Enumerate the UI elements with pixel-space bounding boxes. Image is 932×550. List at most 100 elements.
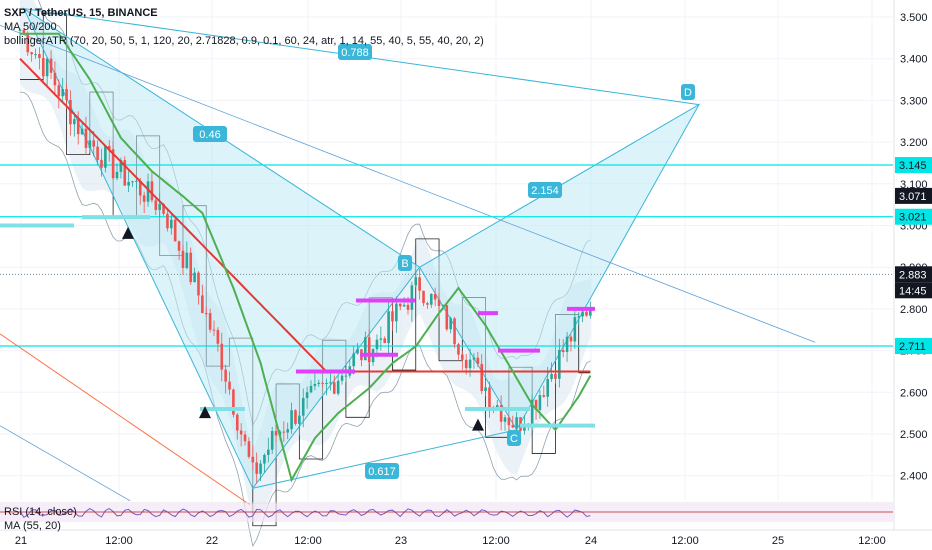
x-tick-label: 12:00 bbox=[105, 535, 133, 547]
ratio-label-text: 0.788 bbox=[341, 47, 369, 59]
candle-body bbox=[445, 305, 449, 330]
candles bbox=[18, 28, 592, 483]
level-price-tag: 2.711 bbox=[895, 338, 932, 355]
candle-body bbox=[344, 375, 348, 377]
point-label-text: B bbox=[401, 258, 408, 270]
candle-body bbox=[96, 146, 99, 160]
candle-body bbox=[305, 392, 309, 399]
candle-body bbox=[154, 200, 158, 210]
candle-body bbox=[38, 54, 41, 58]
signal-triangle bbox=[122, 226, 134, 239]
legend-symbol[interactable]: SXP / TetherUS, 15, BINANCE bbox=[4, 7, 158, 19]
pattern-point-c: C bbox=[507, 430, 521, 446]
candle-body bbox=[379, 338, 383, 340]
candle-body bbox=[232, 389, 235, 415]
point-label-bg bbox=[681, 84, 695, 100]
candle-body bbox=[298, 415, 301, 424]
candle-body bbox=[352, 353, 355, 367]
ratio-label: 2.154 bbox=[528, 182, 562, 198]
candle-body bbox=[313, 384, 317, 386]
candle-body bbox=[573, 317, 577, 342]
ratio-label-bg bbox=[193, 126, 227, 142]
candle-body bbox=[546, 379, 549, 397]
candle-body bbox=[274, 431, 278, 436]
candle-body bbox=[503, 417, 507, 422]
candle-body bbox=[301, 398, 305, 416]
price-tag: 3.071 bbox=[895, 187, 932, 204]
candle-body bbox=[138, 180, 142, 196]
candle-body bbox=[294, 410, 297, 424]
ma50-line bbox=[20, 32, 592, 483]
pattern-ac-line bbox=[252, 429, 517, 489]
candle-body bbox=[530, 399, 534, 424]
candle-body bbox=[375, 339, 379, 350]
candle-body bbox=[554, 373, 557, 379]
y-tick-label: 3.400 bbox=[900, 54, 928, 66]
candle-body bbox=[569, 336, 573, 342]
x-tick-label: 12:00 bbox=[294, 535, 322, 547]
candle-body bbox=[534, 399, 538, 410]
candle-body bbox=[107, 145, 111, 150]
pattern-xab bbox=[22, 7, 421, 490]
candle-body bbox=[325, 382, 328, 384]
candle-body bbox=[484, 387, 487, 391]
ma200-line bbox=[19, 58, 591, 373]
candle-body bbox=[565, 336, 569, 353]
point-label-text: C bbox=[510, 433, 518, 445]
candle-body bbox=[49, 58, 53, 73]
candle-body bbox=[511, 425, 515, 428]
candle-body bbox=[251, 456, 255, 463]
candle-body bbox=[364, 337, 367, 361]
candle-body bbox=[495, 405, 499, 408]
candle-body bbox=[111, 149, 115, 179]
candle-body bbox=[259, 463, 262, 474]
candle-body bbox=[150, 181, 154, 201]
level-tag-text: 2.711 bbox=[899, 341, 926, 353]
candle-body bbox=[131, 181, 134, 183]
candle-body bbox=[166, 213, 169, 229]
candle-body bbox=[104, 145, 107, 168]
candle-body bbox=[589, 308, 592, 316]
candle-body bbox=[239, 430, 243, 435]
candle-body bbox=[542, 395, 546, 397]
candle-body bbox=[193, 272, 196, 283]
rsi-ma-legend[interactable]: MA (55, 20) bbox=[4, 520, 61, 532]
candle-body bbox=[336, 380, 340, 394]
candle-body bbox=[88, 140, 92, 148]
rsi-legend[interactable]: RSI (14, close) bbox=[4, 506, 77, 518]
legend-ma[interactable]: MA 50/200 bbox=[4, 21, 57, 33]
candle-body bbox=[577, 316, 581, 318]
x-tick-label: 12:00 bbox=[482, 535, 510, 547]
candle-body bbox=[220, 343, 224, 370]
candle-body bbox=[247, 441, 251, 457]
candle-body bbox=[146, 181, 150, 202]
candle-body bbox=[255, 462, 258, 474]
level-price-tag: 3.145 bbox=[895, 157, 932, 174]
level-tag-text: 3.145 bbox=[899, 160, 927, 172]
candle-body bbox=[80, 128, 84, 135]
countdown-tag: 14:45 bbox=[895, 282, 932, 299]
level-tag-bg bbox=[895, 208, 932, 225]
candle-body bbox=[201, 295, 204, 314]
ratio-label-bg bbox=[338, 44, 372, 60]
candle-body bbox=[181, 250, 185, 269]
x-tick-label: 23 bbox=[395, 535, 407, 547]
candle-body bbox=[26, 33, 30, 53]
candle-body bbox=[22, 29, 26, 34]
candle-body bbox=[57, 85, 61, 97]
candle-body bbox=[515, 417, 518, 428]
candle-body bbox=[270, 431, 274, 450]
y-tick-label: 2.800 bbox=[900, 304, 928, 316]
level-tag-bg bbox=[895, 338, 932, 355]
price-tag-text: 2.883 bbox=[899, 269, 927, 281]
y-tick-label: 3.300 bbox=[900, 95, 928, 107]
legend-bollinger[interactable]: bollingerATR (70, 20, 50, 5, 1, 120, 20,… bbox=[4, 35, 484, 47]
level-price-tag: 3.021 bbox=[895, 208, 932, 225]
candle-body bbox=[197, 272, 200, 296]
candle-body bbox=[499, 405, 503, 422]
candle-body bbox=[216, 329, 220, 344]
candle-body bbox=[441, 305, 445, 307]
candle-body bbox=[488, 387, 491, 408]
candle-body bbox=[65, 89, 68, 100]
